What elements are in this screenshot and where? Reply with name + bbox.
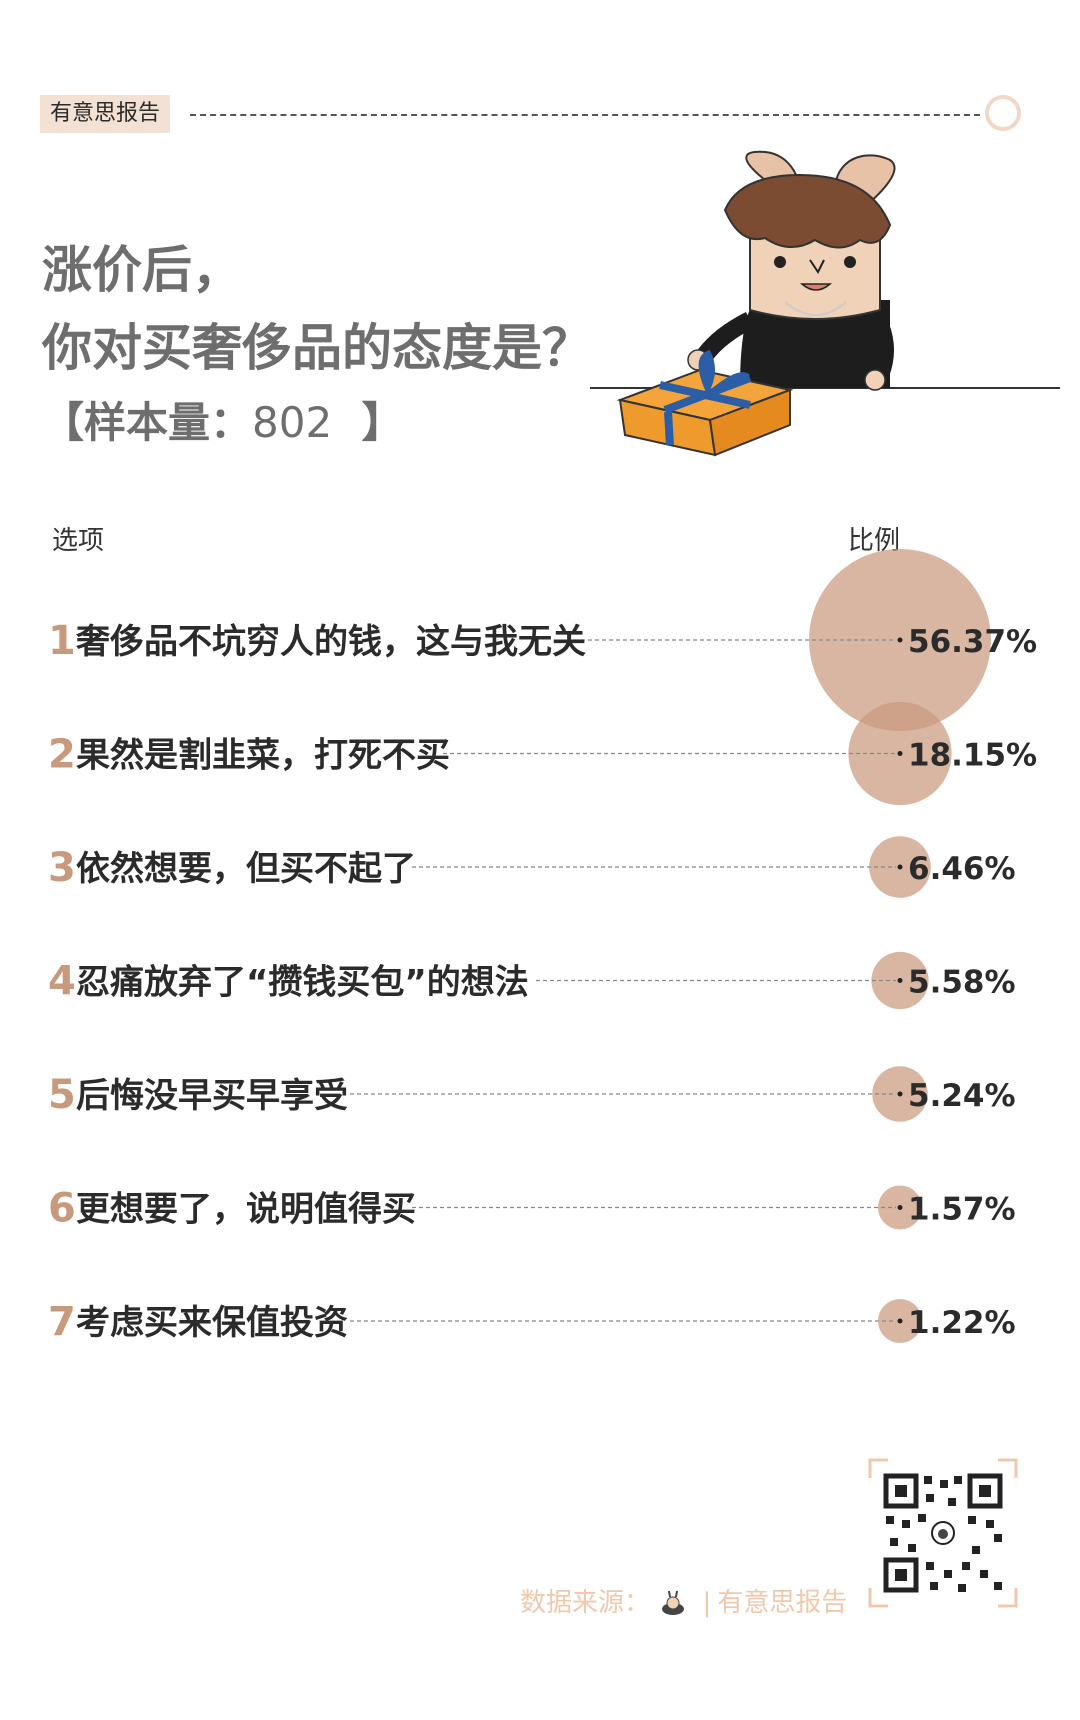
option-number-5: 5 bbox=[48, 1072, 76, 1118]
option-label-7: 考虑买来保值投资 bbox=[76, 1303, 348, 1343]
option-number-7: 7 bbox=[48, 1299, 76, 1345]
option-number-2: 2 bbox=[48, 732, 76, 778]
option-label-2: 果然是割韭菜，打死不买 bbox=[76, 736, 450, 776]
option-number-3: 3 bbox=[48, 845, 76, 891]
value-label-6: 1.57% bbox=[908, 1192, 1016, 1228]
value-dot-5 bbox=[897, 1091, 903, 1097]
value-label-2: 18.15% bbox=[908, 738, 1037, 774]
value-dot-7 bbox=[897, 1318, 903, 1324]
page-title-line2: 你对买奢侈品的态度是？ bbox=[42, 319, 592, 377]
option-number-1: 1 bbox=[48, 618, 76, 664]
value-label-4: 5.58% bbox=[908, 965, 1016, 1001]
source-name: 有意思报告 bbox=[717, 1588, 848, 1618]
brand-tag: 有意思报告 bbox=[40, 95, 171, 133]
sample-suffix: 】 bbox=[361, 398, 404, 447]
option-number-6: 6 bbox=[48, 1186, 76, 1232]
option-label-6: 更想要了，说明值得买 bbox=[76, 1190, 416, 1230]
brand-circle-icon bbox=[985, 95, 1021, 131]
option-number-4: 4 bbox=[48, 959, 76, 1005]
value-label-3: 6.46% bbox=[908, 851, 1016, 887]
option-label-3: 依然想要，但买不起了 bbox=[76, 849, 416, 889]
value-dot-3 bbox=[897, 864, 903, 870]
option-label-1: 奢侈品不坑穷人的钱，这与我无关 bbox=[76, 622, 586, 662]
option-label-5: 后悔没早买早享受 bbox=[76, 1076, 348, 1116]
option-label-4: 忍痛放弃了“攒钱买包”的想法 bbox=[76, 963, 529, 1003]
page-title-line1: 涨价后， bbox=[42, 241, 242, 299]
value-dot-1 bbox=[897, 637, 903, 643]
sample-prefix: 【样本量： bbox=[42, 398, 253, 447]
value-dot-4 bbox=[897, 978, 903, 983]
bunny-mascot-icon bbox=[662, 1590, 685, 1615]
value-label-5: 5.24% bbox=[908, 1078, 1016, 1114]
brand-dashed-line bbox=[190, 114, 980, 116]
value-dot-2 bbox=[897, 751, 903, 756]
qr-code-icon bbox=[868, 1458, 1018, 1608]
sample-size: 【样本量：802 】 bbox=[42, 395, 403, 451]
source-label: 数据来源： bbox=[520, 1588, 651, 1618]
value-dot-6 bbox=[897, 1205, 903, 1210]
bunny-gift-illustration bbox=[590, 150, 1060, 457]
value-label-7: 1.22% bbox=[908, 1305, 1016, 1341]
data-source: 数据来源： | 有意思报告 bbox=[520, 1588, 848, 1618]
column-header-option: 选项 bbox=[52, 526, 105, 556]
sample-value: 802 bbox=[252, 398, 333, 447]
value-label-1: 56.37% bbox=[908, 624, 1037, 660]
